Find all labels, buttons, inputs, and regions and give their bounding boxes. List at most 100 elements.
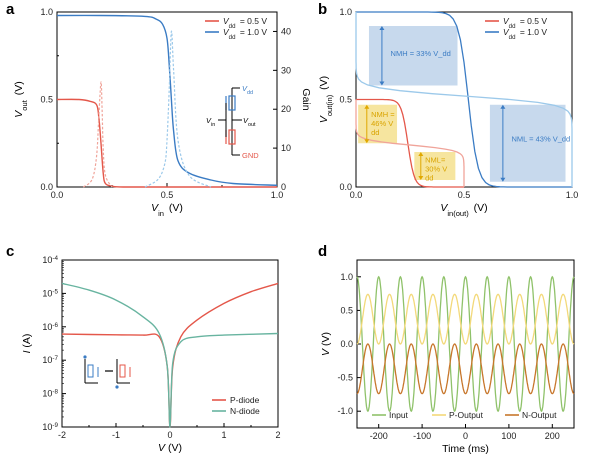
legend-label-vdd10: Vdd = 1.0 V (223, 27, 267, 41)
panel-letter-a: a (6, 1, 15, 18)
x-tick-label: 200 (545, 431, 560, 441)
waveform-input (356, 275, 575, 413)
waveform-p-output (356, 293, 575, 345)
legend-label-p-diode: P-diode (230, 395, 260, 405)
nmh-blue-box (368, 26, 458, 86)
y-tick-label: 10-6 (42, 321, 58, 332)
nmh-annotation: NMH = 33% V_dd (391, 49, 451, 58)
x-tick-label: 100 (501, 431, 516, 441)
y-tick-label: 10-9 (42, 422, 58, 433)
y-tick-label: 0.5 (340, 305, 353, 315)
chart-panel-c: 10-9 10-8 10-7 10-6 10-5 10-4 -2 -1 0 1 2 V (V) I (A… (21, 255, 281, 455)
iv-curve-n-diode (61, 282, 279, 428)
y-tick-label: 0.5 (40, 95, 53, 105)
nmh-yellow-arrow-head (364, 139, 370, 144)
legend-label-n-diode: N-diode (230, 406, 260, 416)
x-tick-label: 0.0 (350, 190, 363, 200)
y2-tick-label: 30 (281, 65, 291, 75)
x-tick-label: 0.5 (161, 190, 174, 200)
y2-tick-label: 0 (281, 182, 286, 192)
nml-arrow-head (500, 104, 506, 109)
x-tick-label: -200 (370, 431, 388, 441)
nmh-yellow-arrow-head (364, 104, 370, 109)
legend-label-vdd10: Vdd = 1.0 V (503, 27, 547, 41)
x-axis-title: Vin(out) (V) (440, 202, 487, 218)
y-axis-title: I (A) (21, 334, 33, 354)
y-tick-label: 10-4 (42, 255, 58, 266)
legend-label-input: Input (389, 410, 409, 420)
x-tick-label: 1 (221, 430, 226, 440)
p-diode-terminal-icon (83, 355, 87, 359)
y-tick-label: 10-5 (42, 288, 58, 299)
legend-label-p-output: P-Output (449, 410, 484, 420)
y-axis-title: V (V) (320, 332, 332, 356)
n-diode-terminal-icon (115, 385, 119, 389)
series-line-3 (83, 81, 113, 188)
circuit-label-gnd: GND (242, 151, 259, 160)
vtc-0.5V-line (356, 98, 464, 188)
nmh-arrow-head (379, 81, 385, 86)
x-tick-label: -100 (413, 431, 431, 441)
y2-tick-label: 20 (281, 104, 291, 114)
y-tick-label: 0.5 (339, 95, 352, 105)
legend-label-vdd05: Vdd = 0.5 V (503, 16, 547, 30)
y-axis-title: Vout (V) (13, 81, 29, 117)
chart-panel-b: 0.00.0 0.5 0.5 1.0 1.0 Vin(out) (V) Vout(in) (… (318, 7, 578, 218)
nmh-yellow-box (358, 104, 398, 144)
panel-letter-b: b (318, 1, 327, 18)
x-tick-label: 0 (167, 430, 172, 440)
x-axis-title: Time (ms) (442, 443, 489, 455)
y-tick-label: 0.0 (340, 339, 353, 349)
y-axis-title: Vout(in) (V) (318, 76, 334, 123)
x-tick-label: 0 (463, 431, 468, 441)
y-tick-label: 1.0 (340, 272, 353, 282)
circuit-label-vdd: Vdd (242, 84, 253, 96)
series-line-1 (56, 98, 278, 188)
y-tick-label: 10-8 (42, 388, 58, 399)
x-tick-label: 1.0 (566, 190, 579, 200)
x-tick-label: 2 (275, 430, 280, 440)
nml-yellow-arrow-head (418, 152, 424, 156)
vtc-0.5V-mirror-line (355, 99, 465, 187)
n-diode-transistor-icon (119, 364, 126, 378)
x-tick-label: -2 (58, 430, 66, 440)
nml-yellow-arrow-head (418, 176, 424, 180)
x-tick-label: 0.5 (458, 190, 471, 200)
y-tick-label: 0.0 (40, 182, 53, 192)
y-tick-label: 0.0 (339, 182, 352, 192)
x-tick-label: -1 (112, 430, 120, 440)
nml-annotation: NML = 43% V_dd (512, 135, 571, 144)
legend-label-vdd05: Vdd = 0.5 V (223, 16, 267, 30)
y-tick-label: 10-7 (42, 355, 58, 366)
vtc-1.0V-mirror-line (355, 12, 573, 187)
x-axis-title: V (V) (158, 442, 182, 454)
nml-arrow-head (500, 177, 506, 182)
vtc-1.0V-line (356, 11, 572, 188)
panel-letter-c: c (6, 243, 14, 260)
circuit-label-vout: Vout (243, 116, 256, 128)
y-tick-label: -0.5 (337, 373, 353, 383)
x-axis-title: Vin (V) (151, 202, 183, 218)
panel-letter-d: d (318, 243, 327, 260)
y2-tick-label: 10 (281, 143, 291, 153)
circuit-label-vin: Vin (206, 116, 215, 128)
p-diode-transistor-icon (87, 364, 94, 378)
y2-tick-label: 40 (281, 26, 291, 36)
p-transistor-icon (228, 95, 236, 111)
nmh-arrow-head (379, 26, 385, 30)
x-tick-label: 0.0 (51, 190, 64, 200)
x-tick-label: 1.0 (271, 190, 284, 200)
series-line-4 (144, 30, 212, 188)
y2-axis-title: Gain (300, 88, 312, 110)
y-tick-label: 1.0 (40, 7, 53, 17)
legend-label-n-output: N-Output (522, 410, 557, 420)
waveform-n-output (356, 343, 575, 395)
n-transistor-icon (228, 129, 236, 145)
y-tick-label: -1.0 (337, 406, 353, 416)
chart-panel-d: -1.0 -0.5 0.0 0.5 1.0 -200 -100 0 100 200 Time (ms… (320, 259, 575, 455)
y-tick-label: 1.0 (339, 7, 352, 17)
